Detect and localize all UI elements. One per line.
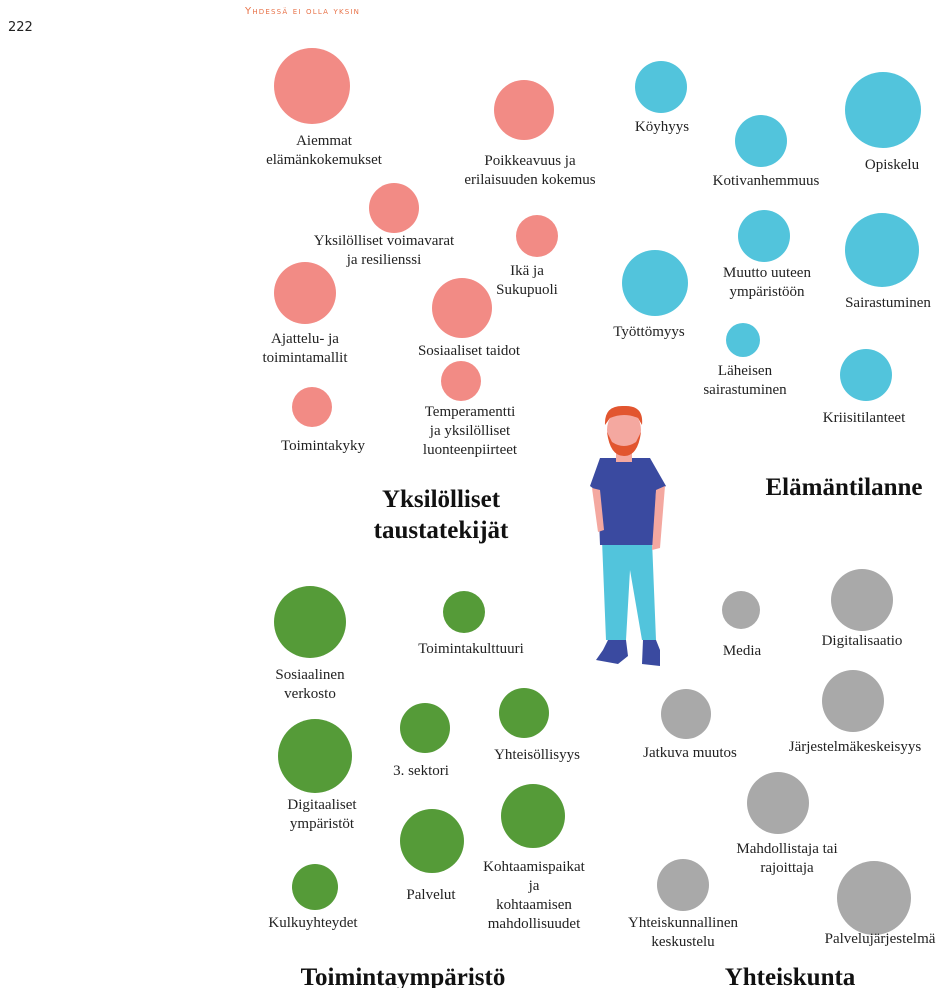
bubble-label: Media <box>723 642 761 661</box>
bubble <box>400 809 464 873</box>
bubble-label: Jatkuva muutos <box>643 744 737 763</box>
bubble <box>845 72 921 148</box>
bubble <box>400 703 450 753</box>
group-title: Yksilölliset taustatekijät <box>374 484 509 546</box>
bubble-label: Kotivanhemmuus <box>713 172 820 191</box>
bubble-label: Muutto uuteen ympäristöön <box>723 264 811 302</box>
group-title: Toimintaympäristö <box>301 962 506 988</box>
bubble-label: Digitaaliset ympäristöt <box>287 796 356 834</box>
running-header: Yhdessä ei olla yksin <box>245 6 360 17</box>
bubble <box>441 361 481 401</box>
bubble-label: Yhteisöllisyys <box>494 746 580 765</box>
group-title: Elämäntilanne <box>766 472 923 503</box>
bubble-label: Palvelujärjestelmä <box>825 930 936 949</box>
bubble <box>726 323 760 357</box>
bubble <box>292 387 332 427</box>
bubble-label: Opiskelu <box>865 156 919 175</box>
bubble <box>747 772 809 834</box>
bubble <box>501 784 565 848</box>
bubble <box>274 586 346 658</box>
bubble-label: Toimintakulttuuri <box>418 640 524 659</box>
person-figure <box>590 406 666 666</box>
bubble-label: Työttömyys <box>613 323 684 342</box>
bubble <box>657 859 709 911</box>
bubble <box>735 115 787 167</box>
bubble-label: Köyhyys <box>635 118 689 137</box>
bubble-label: Digitalisaatio <box>822 632 903 651</box>
bubble-label: Sairastuminen <box>845 294 931 313</box>
bubble-label: Kohtaamispaikat ja kohtaamisen mahdollis… <box>483 858 585 934</box>
bubble-label: Poikkeavuus ja erilaisuuden kokemus <box>464 152 595 190</box>
bubble-label: Ajattelu- ja toimintamallit <box>263 330 348 368</box>
bubble <box>274 48 350 124</box>
bubble <box>831 569 893 631</box>
bubble <box>369 183 419 233</box>
bubble-label: Järjestelmäkeskeisyys <box>789 738 921 757</box>
bubble-label: Sosiaaliset taidot <box>418 342 520 361</box>
bubble-label: Yhteiskunnallinen keskustelu <box>628 914 738 952</box>
bubble <box>738 210 790 262</box>
group-title: Yhteiskunta <box>725 962 856 988</box>
bubble <box>635 61 687 113</box>
bubble-label: Temperamentti ja yksilölliset luonteenpi… <box>423 403 517 460</box>
bubble <box>840 349 892 401</box>
bubble-label: Sosiaalinen verkosto <box>275 666 344 704</box>
bubble-label: 3. sektori <box>393 762 449 781</box>
bubble <box>292 864 338 910</box>
bubble-label: Kulkuyhteydet <box>268 914 357 933</box>
bubble <box>274 262 336 324</box>
bubble <box>432 278 492 338</box>
bubble-label: Kriisitilanteet <box>823 409 905 428</box>
bubble <box>516 215 558 257</box>
bubble-label: Toimintakyky <box>281 437 365 456</box>
bubble <box>845 213 919 287</box>
bubble <box>494 80 554 140</box>
bubble <box>837 861 911 935</box>
bubble <box>822 670 884 732</box>
bubble <box>499 688 549 738</box>
bubble-label: Mahdollistaja tai rajoittaja <box>736 840 837 878</box>
bubble-label: Ikä ja Sukupuoli <box>496 262 558 300</box>
bubble <box>622 250 688 316</box>
bubble-label: Aiemmat elämänkokemukset <box>266 132 382 170</box>
bubble <box>278 719 352 793</box>
bubble <box>661 689 711 739</box>
page-number: 222 <box>8 20 33 35</box>
bubble-label: Läheisen sairastuminen <box>703 362 786 400</box>
bubble-label: Palvelut <box>406 886 455 905</box>
bubble <box>443 591 485 633</box>
page: 222 Yhdessä ei olla yksin Yksilölliset t… <box>0 0 950 988</box>
bubble-label: Yksilölliset voimavarat ja resilienssi <box>314 232 454 270</box>
bubble <box>722 591 760 629</box>
